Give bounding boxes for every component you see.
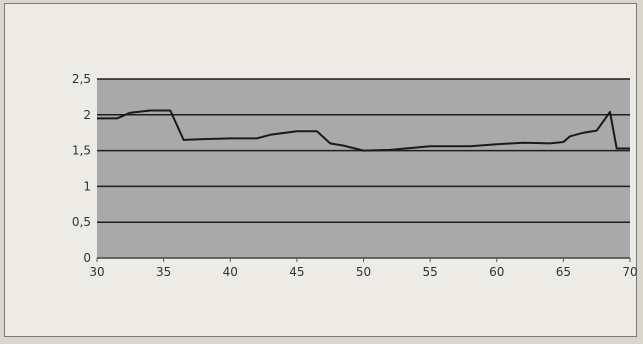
plot-area	[97, 79, 630, 258]
x-tick-label: 30	[89, 265, 104, 279]
x-tick-label: 40	[223, 265, 238, 279]
x-tick-label: 35	[156, 265, 171, 279]
x-tick-label: 45	[289, 265, 304, 279]
y-tick-label: 2,5	[72, 72, 91, 86]
x-tick-label: 55	[422, 265, 437, 279]
x-tick-label: 60	[489, 265, 504, 279]
y-tick-label: 0	[83, 251, 91, 265]
y-tick-label: 1	[83, 179, 91, 193]
x-tick-label: 65	[556, 265, 571, 279]
data-line	[97, 109, 630, 152]
x-tick-label: 70	[622, 265, 637, 279]
x-axis-ticks: 30 35 40 45 50 55 60 65 70	[89, 257, 638, 279]
x-tick-label: 50	[356, 265, 371, 279]
y-axis-ticks: 0 0,5 1 1,5 2 2,5	[72, 72, 91, 265]
y-tick-label: 2	[83, 108, 91, 122]
y-tick-label: 0,5	[72, 215, 91, 229]
y-tick-label: 1,5	[72, 144, 91, 158]
